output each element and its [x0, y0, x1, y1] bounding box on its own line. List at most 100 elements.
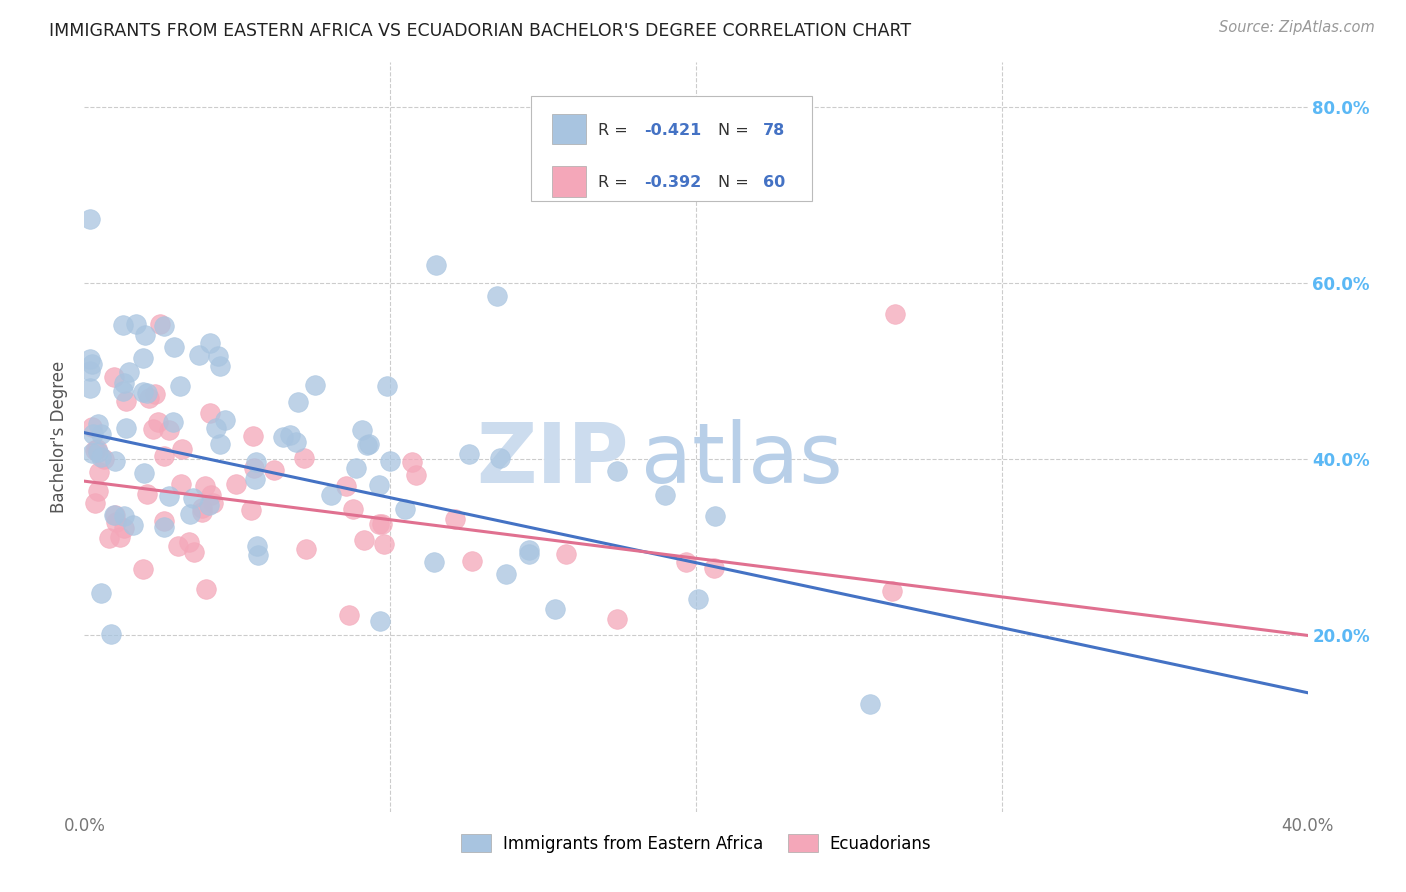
Point	[703, 508, 725, 523]
Point	[169, 379, 191, 393]
Point	[292, 450, 315, 465]
Point	[359, 437, 381, 451]
Point	[89, 465, 111, 479]
Point	[111, 318, 134, 333]
Point	[170, 477, 193, 491]
Point	[285, 434, 308, 449]
Point	[321, 488, 343, 502]
Text: R =: R =	[598, 122, 633, 137]
Point	[198, 498, 221, 512]
Point	[240, 503, 263, 517]
Point	[84, 443, 107, 458]
Point	[134, 328, 156, 343]
Text: -0.392: -0.392	[644, 175, 702, 190]
Point	[304, 378, 326, 392]
Point	[80, 357, 103, 371]
Point	[82, 427, 104, 442]
FancyBboxPatch shape	[531, 96, 813, 201]
Point	[335, 479, 357, 493]
Point	[273, 429, 295, 443]
Point	[118, 365, 141, 379]
Point	[153, 449, 176, 463]
Point	[103, 508, 125, 522]
Point	[131, 385, 153, 400]
Text: N =: N =	[718, 175, 754, 190]
Point	[143, 387, 166, 401]
Text: Source: ZipAtlas.com: Source: ZipAtlas.com	[1219, 20, 1375, 35]
Point	[461, 554, 484, 568]
Text: atlas: atlas	[641, 419, 842, 500]
Point	[247, 548, 270, 562]
Point	[294, 541, 316, 556]
Point	[350, 423, 373, 437]
Point	[152, 514, 174, 528]
Point	[181, 491, 204, 506]
Point	[191, 505, 214, 519]
Point	[148, 415, 170, 429]
Point	[378, 453, 401, 467]
Point	[166, 539, 188, 553]
Point	[183, 545, 205, 559]
Point	[371, 517, 394, 532]
Bar	[551, 114, 586, 145]
Point	[112, 376, 135, 391]
Point	[82, 420, 104, 434]
Text: 60: 60	[763, 175, 786, 190]
Point	[606, 612, 628, 626]
Point	[208, 437, 231, 451]
Point	[486, 289, 509, 303]
Point	[263, 463, 285, 477]
Point	[367, 517, 389, 532]
Point	[112, 521, 135, 535]
Point	[142, 422, 165, 436]
Point	[104, 508, 127, 522]
Point	[245, 455, 267, 469]
Point	[103, 369, 125, 384]
Point	[242, 461, 264, 475]
Point	[136, 385, 159, 400]
Point	[87, 445, 110, 459]
Point	[882, 583, 904, 598]
Point	[97, 531, 120, 545]
Point	[104, 454, 127, 468]
Point	[136, 487, 159, 501]
Point	[278, 427, 301, 442]
Point	[148, 317, 170, 331]
Point	[686, 592, 709, 607]
Point	[675, 555, 697, 569]
Point	[84, 495, 107, 509]
Point	[202, 496, 225, 510]
Point	[87, 483, 110, 498]
Point	[177, 535, 200, 549]
Point	[93, 452, 115, 467]
Point	[246, 539, 269, 553]
Point	[162, 340, 184, 354]
Point	[198, 406, 221, 420]
Point	[86, 442, 108, 456]
Point	[204, 421, 226, 435]
Point	[214, 413, 236, 427]
Point	[495, 567, 517, 582]
Point	[112, 384, 135, 398]
Point	[401, 455, 423, 469]
Point	[225, 476, 247, 491]
Point	[761, 169, 783, 184]
Point	[207, 349, 229, 363]
Point	[425, 258, 447, 272]
Point	[188, 348, 211, 362]
Point	[115, 421, 138, 435]
Point	[883, 307, 905, 321]
Text: -0.421: -0.421	[644, 122, 702, 137]
Point	[122, 517, 145, 532]
Point	[105, 515, 128, 529]
Point	[79, 211, 101, 226]
Text: N =: N =	[718, 122, 754, 137]
Point	[138, 391, 160, 405]
Point	[517, 547, 540, 561]
Text: IMMIGRANTS FROM EASTERN AFRICA VS ECUADORIAN BACHELOR'S DEGREE CORRELATION CHART: IMMIGRANTS FROM EASTERN AFRICA VS ECUADO…	[49, 22, 911, 40]
Point	[287, 395, 309, 409]
Point	[195, 582, 218, 596]
Point	[79, 364, 101, 378]
Point	[375, 378, 398, 392]
Point	[555, 547, 578, 561]
